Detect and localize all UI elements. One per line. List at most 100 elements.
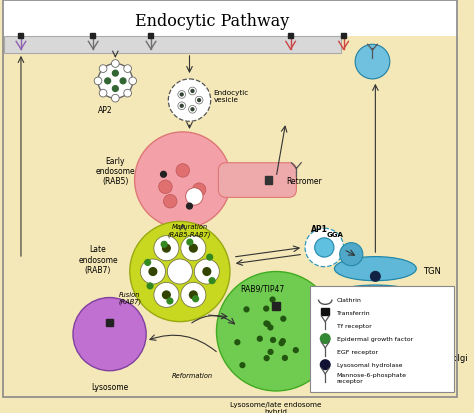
- Circle shape: [281, 339, 285, 344]
- Bar: [341, 33, 346, 38]
- Text: Tf receptor: Tf receptor: [337, 323, 372, 328]
- Circle shape: [145, 260, 151, 266]
- Circle shape: [257, 337, 262, 341]
- Circle shape: [268, 325, 273, 330]
- Circle shape: [167, 259, 192, 285]
- Circle shape: [178, 91, 185, 99]
- Circle shape: [195, 97, 203, 105]
- Bar: [148, 33, 153, 38]
- Circle shape: [154, 236, 179, 261]
- Text: Endocytic Pathway: Endocytic Pathway: [135, 13, 289, 30]
- Circle shape: [181, 236, 206, 261]
- Circle shape: [186, 188, 203, 206]
- Text: Reformation: Reformation: [172, 372, 213, 377]
- Circle shape: [167, 298, 173, 304]
- Circle shape: [161, 242, 167, 247]
- Text: Fusion
(RAB7): Fusion (RAB7): [118, 291, 141, 304]
- Circle shape: [191, 90, 194, 93]
- Bar: [310, 286, 454, 392]
- Text: TGN: TGN: [423, 266, 441, 275]
- Circle shape: [149, 268, 157, 276]
- Text: RAB9/TIP47: RAB9/TIP47: [240, 284, 285, 293]
- Circle shape: [270, 297, 275, 302]
- Circle shape: [305, 229, 344, 267]
- Circle shape: [207, 255, 212, 261]
- Bar: [18, 33, 23, 38]
- Circle shape: [244, 307, 249, 312]
- Circle shape: [99, 66, 107, 73]
- Circle shape: [111, 95, 119, 103]
- Ellipse shape: [332, 285, 419, 306]
- Circle shape: [355, 45, 390, 80]
- FancyBboxPatch shape: [2, 0, 458, 36]
- Circle shape: [73, 298, 146, 371]
- Circle shape: [120, 79, 126, 85]
- Circle shape: [209, 278, 215, 284]
- Circle shape: [187, 204, 192, 209]
- Circle shape: [371, 272, 380, 282]
- Circle shape: [271, 338, 275, 342]
- Circle shape: [193, 296, 199, 302]
- Circle shape: [168, 80, 210, 122]
- Circle shape: [319, 339, 323, 344]
- Circle shape: [264, 356, 269, 361]
- Text: Clathrin: Clathrin: [337, 297, 362, 302]
- Circle shape: [240, 363, 245, 368]
- Circle shape: [159, 180, 172, 194]
- Circle shape: [190, 245, 197, 252]
- Bar: [106, 319, 113, 327]
- Circle shape: [105, 79, 110, 85]
- Text: Maturation
(RAB5-RAB7): Maturation (RAB5-RAB7): [168, 224, 211, 237]
- Circle shape: [217, 272, 336, 391]
- Bar: [288, 33, 292, 38]
- Text: Mannose-6-phosphate
receptor: Mannose-6-phosphate receptor: [337, 373, 407, 383]
- Circle shape: [203, 268, 210, 276]
- Circle shape: [124, 90, 131, 98]
- Text: AP2: AP2: [99, 106, 113, 115]
- Circle shape: [99, 90, 107, 98]
- Circle shape: [192, 183, 206, 197]
- Circle shape: [322, 335, 327, 340]
- Circle shape: [94, 78, 102, 85]
- Ellipse shape: [341, 370, 423, 387]
- Circle shape: [163, 245, 170, 252]
- Circle shape: [194, 259, 219, 285]
- Circle shape: [164, 195, 177, 209]
- Circle shape: [235, 340, 240, 345]
- Text: Late
endosome
(RAB7): Late endosome (RAB7): [78, 244, 118, 274]
- Circle shape: [112, 86, 118, 92]
- Bar: [321, 308, 329, 316]
- Circle shape: [189, 106, 196, 114]
- Circle shape: [163, 291, 170, 299]
- Text: Retromer: Retromer: [286, 176, 321, 185]
- Circle shape: [318, 348, 322, 353]
- Circle shape: [112, 71, 118, 77]
- Text: GGA: GGA: [327, 231, 343, 237]
- Circle shape: [264, 321, 269, 326]
- Circle shape: [129, 78, 137, 85]
- Circle shape: [293, 348, 298, 353]
- Circle shape: [264, 306, 269, 311]
- Circle shape: [180, 94, 183, 97]
- FancyBboxPatch shape: [219, 163, 296, 198]
- Circle shape: [135, 133, 231, 229]
- Text: Lysosomal hydrolase: Lysosomal hydrolase: [337, 362, 402, 367]
- Circle shape: [281, 316, 286, 321]
- Circle shape: [176, 164, 190, 178]
- Circle shape: [283, 356, 287, 361]
- Circle shape: [320, 360, 330, 370]
- Circle shape: [187, 240, 193, 245]
- Circle shape: [124, 66, 131, 73]
- Bar: [264, 177, 273, 185]
- Circle shape: [315, 238, 334, 257]
- Circle shape: [140, 259, 165, 285]
- Circle shape: [154, 282, 179, 308]
- Text: AP1: AP1: [311, 224, 328, 233]
- Circle shape: [181, 282, 206, 308]
- Text: Cis-Golgi: Cis-Golgi: [430, 353, 468, 362]
- Circle shape: [268, 350, 273, 354]
- Ellipse shape: [341, 328, 423, 345]
- Circle shape: [161, 172, 166, 178]
- Circle shape: [340, 243, 363, 266]
- Ellipse shape: [341, 349, 423, 366]
